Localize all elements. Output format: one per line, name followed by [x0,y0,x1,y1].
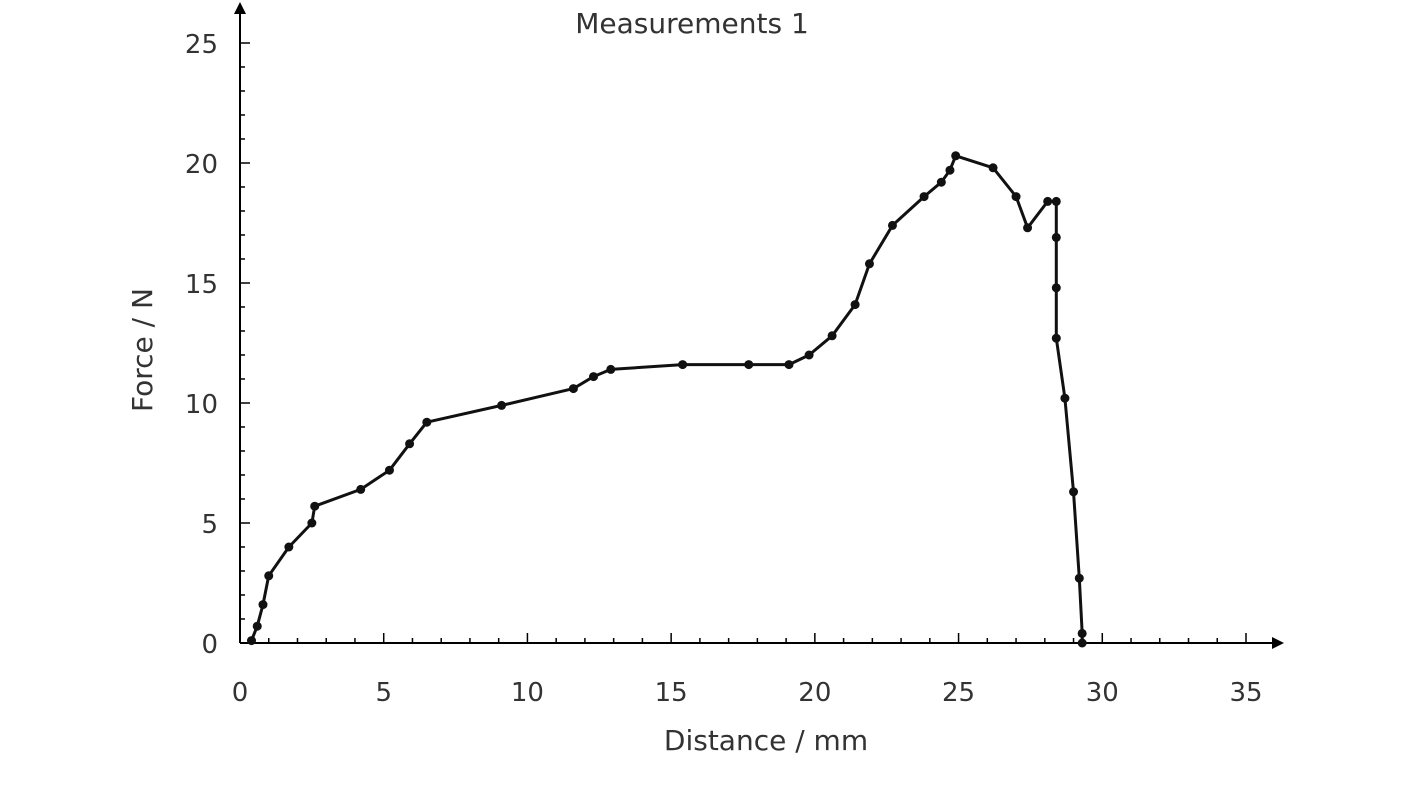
data-point [307,518,317,528]
x-tick-label: 10 [511,678,544,708]
data-point [264,571,274,581]
data-point [945,165,955,175]
data-point [422,417,432,427]
data-point [919,192,929,202]
x-tick-label: 35 [1229,678,1262,708]
data-point [258,600,268,610]
x-axis-label: Distance / mm [664,724,868,757]
data-point [678,360,688,370]
data-point [936,177,946,187]
y-tick-label: 25 [185,30,218,60]
data-point [589,372,599,382]
data-point [988,163,998,173]
data-point [951,151,961,161]
data-point [252,621,262,631]
data-point [356,484,366,494]
plot-area [246,151,1087,648]
data-point [1069,487,1079,497]
series-line [250,154,1084,643]
data-point [850,300,860,310]
data-point [606,364,616,374]
x-axis-arrow-icon [1272,637,1284,649]
y-tick-label: 15 [185,270,218,300]
data-point [887,220,897,230]
x-tick-label: 30 [1086,678,1119,708]
data-point [1077,628,1087,638]
data-point [827,331,837,341]
minor-ticks [240,66,1219,643]
data-point [744,360,754,370]
data-point [284,542,294,552]
data-point [1051,196,1061,206]
data-point [1011,192,1021,202]
y-tick-label: 5 [201,510,218,540]
data-point [1051,333,1061,343]
data-point [1060,393,1070,403]
data-point [1077,638,1087,648]
data-point [1043,196,1053,206]
y-axis-arrow-icon [234,2,246,14]
x-tick-label: 20 [798,678,831,708]
x-ticks: 0 5 10 15 20 25 30 35 [232,633,1263,708]
data-point [246,636,256,646]
x-tick-label: 25 [942,678,975,708]
axes [234,2,1284,649]
data-point [1051,232,1061,242]
data-point [1023,223,1033,233]
data-point [1074,573,1084,583]
data-point [568,384,578,394]
y-tick-label: 10 [185,390,218,420]
y-ticks: 0 5 10 15 20 25 [185,30,250,660]
data-point [310,501,320,511]
x-tick-label: 15 [655,678,688,708]
data-point [384,465,394,475]
x-tick-label: 0 [232,678,249,708]
y-tick-label: 20 [185,150,218,180]
data-point [405,439,415,449]
x-tick-label: 5 [375,678,392,708]
y-axis-label: Force / N [126,288,159,412]
data-point [1051,283,1061,293]
y-tick-label: 0 [201,630,218,660]
data-point [784,360,794,370]
chart-title: Measurements 1 [575,7,809,40]
data-point [497,400,507,410]
data-point [864,259,874,269]
data-point [804,350,814,360]
